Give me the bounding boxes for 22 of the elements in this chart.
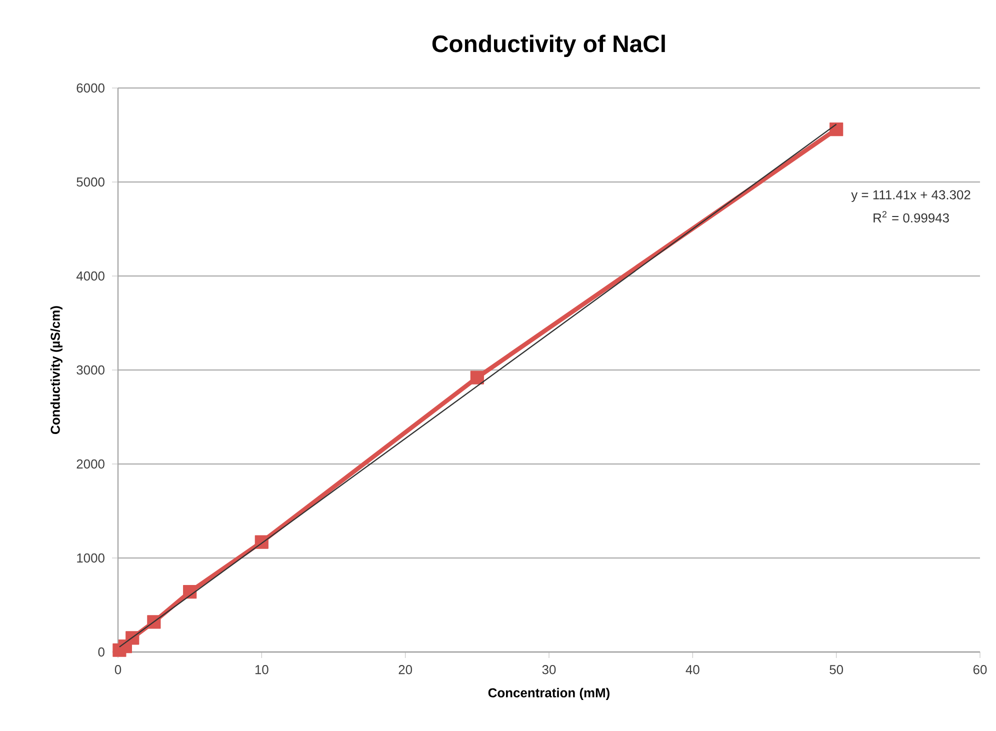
chart-title: Conductivity of NaCl [432, 34, 665, 58]
x-tick-label: 10 [255, 665, 268, 674]
y-tick-label: 2000 [76, 459, 104, 469]
annotation: R$^{2}$ = 0.99943 [874, 211, 949, 223]
x-tick-label: 40 [686, 665, 700, 674]
x-tick-label: 0 [114, 665, 122, 674]
x-axis-title: Concentration (mM) [488, 688, 610, 700]
y-tick-label: 4000 [76, 271, 104, 281]
y-tick-label: 6000 [76, 83, 104, 93]
y-tick-label: 0 [98, 647, 104, 657]
point [183, 585, 197, 599]
y-axis-title: Conductivity (µS/cm) [50, 306, 62, 434]
y-tick-label: 5000 [76, 177, 104, 187]
x-tick-label: 20 [398, 665, 412, 674]
annotation: y = 111.41x + 43.302 [851, 190, 970, 202]
y-tick-label: 1000 [77, 553, 104, 563]
y-tick-label: 3000 [76, 365, 104, 375]
point [470, 370, 484, 384]
point [830, 122, 844, 136]
x-tick-label: 30 [542, 665, 556, 674]
x-tick-label: 60 [973, 665, 987, 674]
x-tick-label: 50 [830, 665, 844, 674]
